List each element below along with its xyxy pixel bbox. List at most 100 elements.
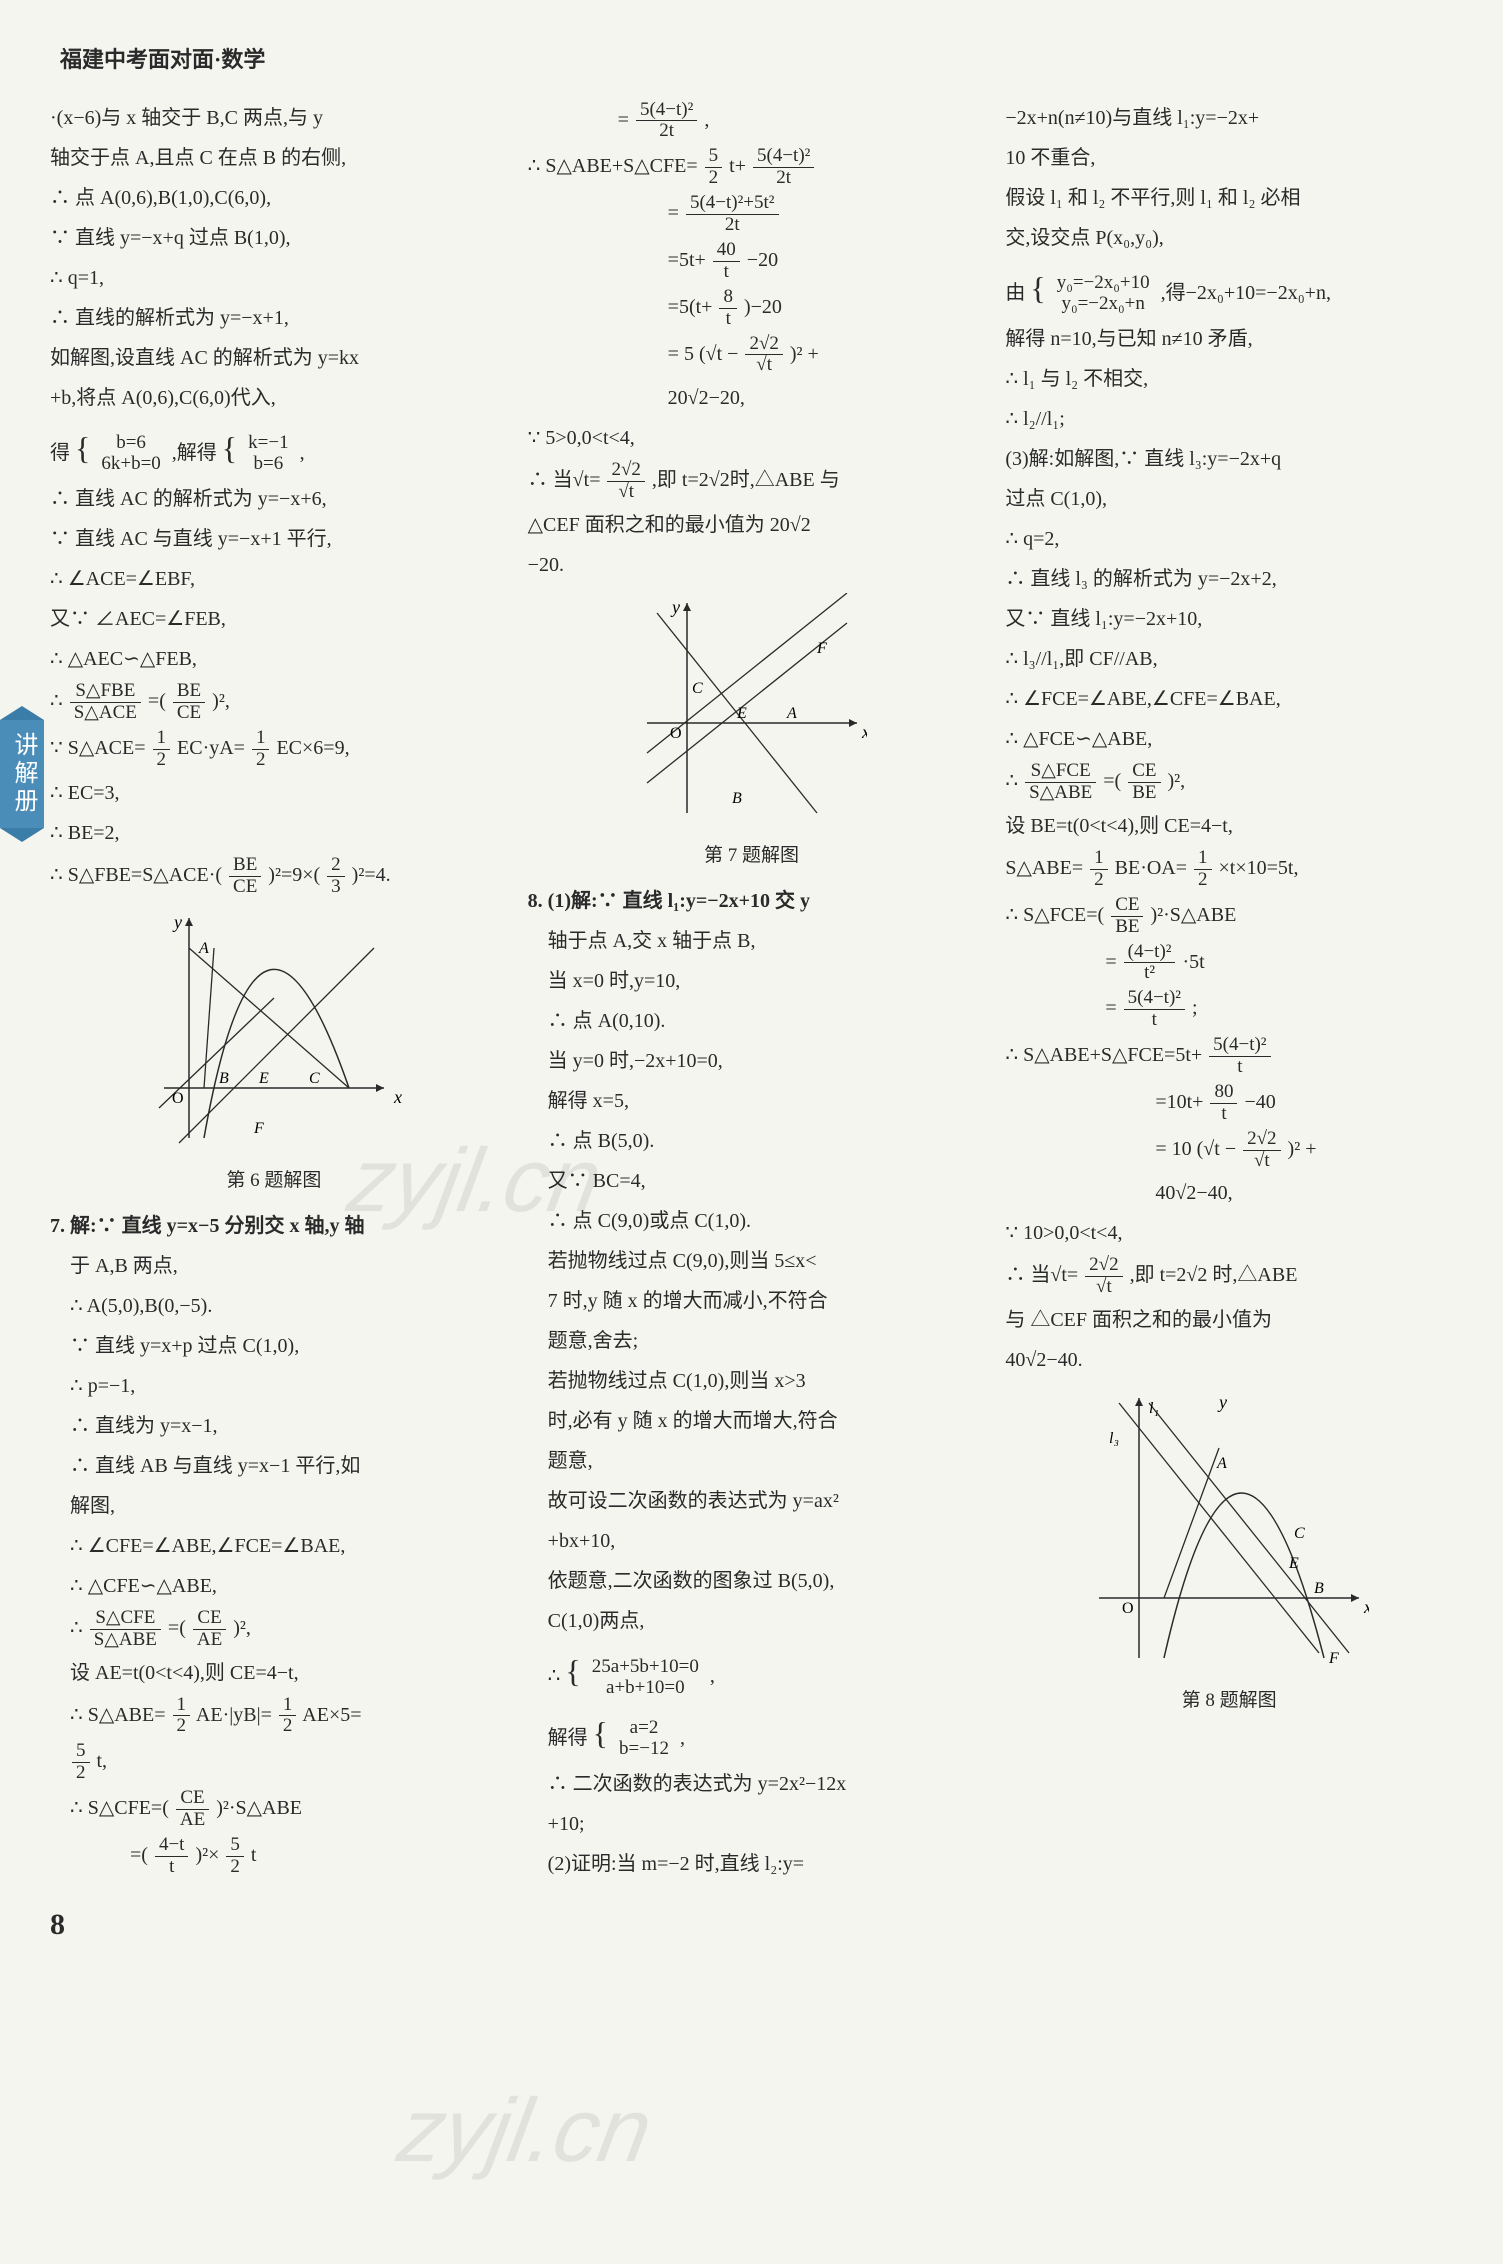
eq-suffix: t, (97, 1750, 108, 1772)
text-line: +10; (548, 1806, 976, 1842)
eq-prefix: 解得 (548, 1727, 588, 1749)
eq-prefix: ∴ S△FBE=S△ACE·( (50, 864, 222, 886)
equation: =5t+ 40t −20 (668, 240, 976, 283)
q7-text: 7. 解:∵ 直线 y=x−5 分别交 x 轴,y 轴 (50, 1215, 364, 1237)
sys-top: a=2 (615, 1718, 673, 1739)
c1-block4: 于 A,B 两点, ∴ A(5,0),B(0,−5). ∵ 直线 y=x+p 过… (50, 1248, 498, 1878)
eq-suffix: ; (1192, 997, 1198, 1019)
frac-den: 2 (252, 750, 270, 771)
text-line: ∵ 直线 y=−x+q 过点 B(1,0), (50, 220, 498, 256)
text-line: ∴ ∠FCE=∠ABE,∠CFE=∠BAE, (1005, 681, 1453, 717)
eq-prefix: ∴ S△FCE=( (1005, 904, 1104, 926)
frac-num: 5(4−t)² (1209, 1035, 1270, 1057)
text-line: ∴ 直线为 y=x−1, (70, 1408, 498, 1444)
frac-num: 1 (1194, 848, 1212, 870)
equation: ∴ 当√t= 2√2√t ,即 t=2√2时,△ABE 与 (528, 460, 976, 503)
frac-num: 2√2 (1085, 1255, 1122, 1277)
frac-den: BE (1128, 783, 1160, 804)
frac-num: 5(4−t)² (1124, 988, 1185, 1010)
frac-num: S△FBE (70, 681, 141, 703)
text-line: ∵ 10>0,0<t<4, (1005, 1215, 1453, 1251)
column-1: ·(x−6)与 x 轴交于 B,C 两点,与 y 轴交于点 A,且点 C 在点 … (50, 100, 498, 1952)
watermark: zyjl.cn (386, 2050, 665, 2212)
frac-num: 5 (72, 1741, 90, 1763)
text-line: 设 AE=t(0<t<4),则 CE=4−t, (70, 1655, 498, 1691)
eq-suffix: )²·S△ABE (1150, 904, 1236, 926)
frac-den: t (1210, 1104, 1237, 1125)
frac-den: √t (745, 355, 782, 376)
eq-mid: =10t+ (1155, 1091, 1203, 1113)
svg-text:C: C (1294, 1525, 1305, 1542)
equation: 20√2−20, (668, 380, 976, 416)
text-line: ∵ 直线 AC 与直线 y=−x+1 平行, (50, 521, 498, 557)
frac-den: 2 (153, 750, 171, 771)
eq-prefix: 得 (50, 442, 70, 464)
text-line: (2)证明:当 m=−2 时,直线 l₂:y= (548, 1846, 976, 1882)
svg-text:x: x (1363, 1597, 1369, 1617)
text-line: 当 y=0 时,−2x+10=0, (548, 1043, 976, 1079)
svg-text:B: B (1314, 1580, 1324, 1597)
eq-suffix: −20 (747, 249, 778, 271)
eq-suffix: t (251, 1844, 257, 1866)
column-3: −2x+n(n≠10)与直线 l₁:y=−2x+ 10 不重合, 假设 l₁ 和… (1005, 100, 1453, 1952)
frac-num: (4−t)² (1124, 942, 1176, 964)
figure-8-svg: x y O l₁ l₃ A C E B F (1089, 1388, 1369, 1668)
svg-text:A: A (198, 940, 209, 957)
eq-mid: = (1105, 997, 1116, 1019)
equation: = 5(4−t)²+5t²2t (668, 193, 976, 236)
text-line: 又∵ BC=4, (548, 1163, 976, 1199)
eq-block: = (4−t)²t² ·5t = 5(4−t)²t ; (1005, 942, 1453, 1032)
text-line: 解图, (70, 1488, 498, 1524)
equation: ∴ S△ABE+S△CFE= 52 t+ 5(4−t)²2t (528, 146, 976, 189)
frac-num: 5(4−t)²+5t² (686, 193, 779, 215)
sys-top: k=−1 (244, 433, 292, 454)
frac-den: CE (229, 877, 261, 898)
figure-6-svg: x y O A B E C F (144, 908, 404, 1148)
frac-den: √t (1243, 1151, 1280, 1172)
ratio-equation: ∴ S△FBES△ACE =( BECE )², (50, 681, 498, 724)
frac-den: S△ACE (70, 703, 141, 724)
frac-den: 3 (327, 877, 345, 898)
text-line: 于 A,B 两点, (70, 1248, 498, 1284)
text-line: 当 x=0 时,y=10, (548, 963, 976, 999)
equation: 52 t, (70, 1741, 498, 1784)
svg-text:E: E (1288, 1555, 1299, 1572)
eq-suffix: )² + (1288, 1138, 1317, 1160)
eq-suffix: ,即 t=2√2时,△ABE 与 (652, 469, 840, 491)
eq-block: = 5(4−t)²+5t²2t =5t+ 40t −20 =5(t+ 8t )−… (528, 193, 976, 416)
text-line: 解得 n=10,与已知 n≠10 矛盾, (1005, 321, 1453, 357)
svg-text:F: F (816, 640, 827, 657)
svg-text:C: C (309, 1070, 320, 1087)
frac-den: 2 (1194, 870, 1212, 891)
frac-den: t (719, 309, 737, 330)
equation: = (4−t)²t² ·5t (1105, 942, 1453, 985)
text-line: −2x+n(n≠10)与直线 l₁:y=−2x+ (1005, 100, 1453, 136)
sys-bot: a+b+10=0 (588, 1678, 703, 1699)
equation: ∵ S△ACE= 12 EC·yA= 12 EC×6=9, (50, 728, 498, 771)
eq-mid: )²=9×( (268, 864, 320, 886)
frac-num: 8 (719, 287, 737, 309)
figure-caption: 第 7 题解图 (528, 839, 976, 873)
text-line: −20. (528, 547, 976, 583)
text-line: ∴ ∠ACE=∠EBF, (50, 561, 498, 597)
text-line: ∴ 直线的解析式为 y=−x+1, (50, 300, 498, 336)
eq-suffix: , (704, 109, 709, 131)
svg-text:O: O (670, 725, 682, 742)
sys-top: 25a+5b+10=0 (588, 1657, 703, 1678)
text-line: ∴ 直线 AC 的解析式为 y=−x+6, (50, 481, 498, 517)
eq-mid: = (618, 109, 629, 131)
eq-mid: EC·yA= (177, 737, 245, 759)
text-line: ∵ 直线 y=x+p 过点 C(1,0), (70, 1328, 498, 1364)
text-line: ∴ 点 B(5,0). (548, 1123, 976, 1159)
frac-den: 2 (173, 1716, 191, 1737)
text-line: +bx+10, (548, 1523, 976, 1559)
eq-mid: =( (168, 1617, 186, 1639)
equation: ∴ S△FCE=( CEBE )²·S△ABE (1005, 895, 1453, 938)
frac-num: 40 (713, 240, 740, 262)
frac-num: 80 (1210, 1082, 1237, 1104)
frac-num: 1 (173, 1695, 191, 1717)
text-line: +b,将点 A(0,6),C(6,0)代入, (50, 380, 498, 416)
eq-mid: BE·OA= (1115, 857, 1187, 879)
svg-text:F: F (1328, 1650, 1339, 1667)
svg-text:O: O (172, 1090, 184, 1107)
